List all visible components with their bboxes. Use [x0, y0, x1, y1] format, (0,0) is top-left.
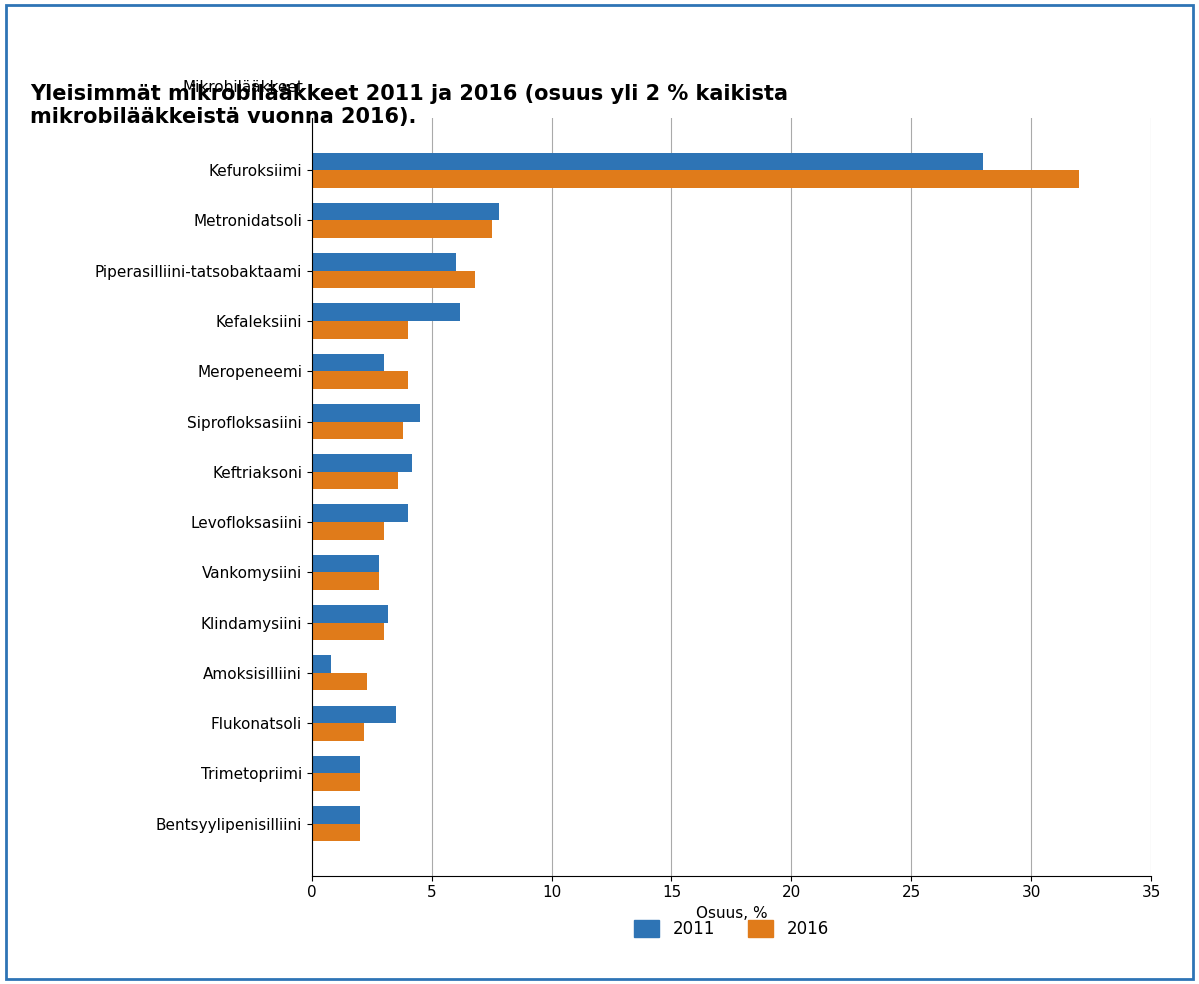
- Bar: [312, 271, 475, 288]
- Bar: [312, 455, 412, 471]
- Bar: [312, 421, 403, 439]
- Bar: [312, 403, 420, 421]
- Bar: [312, 555, 379, 573]
- Bar: [312, 824, 360, 841]
- Bar: [312, 605, 388, 623]
- Bar: [312, 623, 384, 641]
- X-axis label: Osuus, %: Osuus, %: [695, 906, 767, 921]
- Bar: [312, 371, 408, 389]
- Bar: [312, 303, 460, 321]
- Bar: [312, 655, 331, 673]
- Bar: [312, 806, 360, 824]
- Bar: [312, 153, 983, 170]
- Bar: [312, 321, 408, 338]
- Legend: 2011, 2016: 2011, 2016: [626, 911, 837, 947]
- Bar: [312, 673, 367, 691]
- Bar: [312, 353, 384, 371]
- Bar: [312, 706, 396, 723]
- Text: Yleisimmät mikrobilääkkeet 2011 ja 2016 (osuus yli 2 % kaikista
mikrobilääkkeist: Yleisimmät mikrobilääkkeet 2011 ja 2016 …: [30, 84, 788, 127]
- Bar: [312, 471, 398, 489]
- Bar: [312, 723, 364, 741]
- Text: KUVIO 1.: KUVIO 1.: [14, 18, 104, 36]
- Bar: [312, 203, 499, 220]
- Bar: [312, 505, 408, 523]
- Text: Mikrobilääkkeet: Mikrobilääkkeet: [182, 81, 303, 95]
- Bar: [312, 523, 384, 539]
- Bar: [312, 573, 379, 590]
- Bar: [312, 170, 1079, 188]
- Bar: [312, 220, 492, 238]
- Bar: [312, 773, 360, 791]
- Bar: [312, 253, 456, 271]
- Bar: [312, 756, 360, 773]
